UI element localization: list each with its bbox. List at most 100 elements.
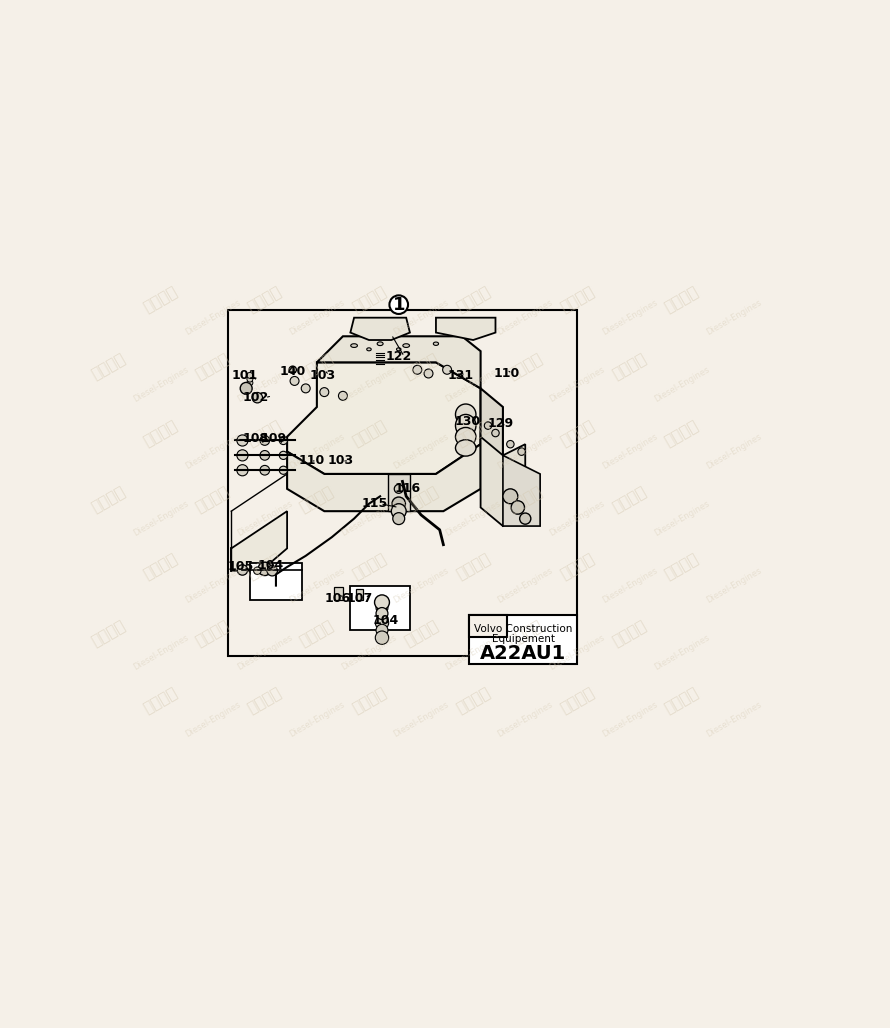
- Text: 紫发动力: 紫发动力: [246, 686, 284, 717]
- Text: 103: 103: [310, 369, 336, 381]
- Circle shape: [390, 295, 408, 314]
- Text: Diesel-Engines: Diesel-Engines: [444, 365, 503, 404]
- Circle shape: [392, 513, 405, 524]
- Text: 紫发动力: 紫发动力: [454, 686, 493, 717]
- Circle shape: [252, 393, 263, 403]
- Bar: [351, 586, 410, 630]
- Text: 紫发动力: 紫发动力: [246, 284, 284, 315]
- Text: Diesel-Engines: Diesel-Engines: [132, 633, 190, 672]
- Text: 紫发动力: 紫发动力: [297, 351, 336, 381]
- Ellipse shape: [456, 414, 476, 437]
- Polygon shape: [231, 511, 287, 571]
- Text: 紫发动力: 紫发动力: [454, 284, 493, 315]
- Bar: [469, 616, 578, 664]
- Text: Diesel-Engines: Diesel-Engines: [183, 298, 242, 337]
- Text: 紫发动力: 紫发动力: [297, 619, 336, 650]
- Text: 紫发动力: 紫发动力: [610, 484, 649, 516]
- Text: Diesel-Engines: Diesel-Engines: [704, 298, 763, 337]
- Text: Diesel-Engines: Diesel-Engines: [392, 566, 450, 605]
- Text: Diesel-Engines: Diesel-Engines: [340, 500, 399, 538]
- Text: 紫发动力: 紫发动力: [297, 484, 336, 516]
- Circle shape: [424, 369, 433, 378]
- Text: Diesel-Engines: Diesel-Engines: [496, 700, 554, 739]
- Circle shape: [376, 611, 387, 621]
- Text: Diesel-Engines: Diesel-Engines: [392, 700, 450, 739]
- Text: 紫发动力: 紫发动力: [89, 619, 128, 650]
- Text: Diesel-Engines: Diesel-Engines: [704, 432, 763, 471]
- Text: 129: 129: [488, 417, 514, 431]
- Circle shape: [394, 484, 403, 493]
- Text: Diesel-Engines: Diesel-Engines: [652, 365, 711, 404]
- Text: Diesel-Engines: Diesel-Engines: [600, 432, 659, 471]
- Text: 紫发动力: 紫发动力: [141, 551, 180, 583]
- Text: 紫发动力: 紫发动力: [662, 284, 701, 315]
- Circle shape: [442, 365, 451, 374]
- Text: Diesel-Engines: Diesel-Engines: [132, 500, 190, 538]
- Text: 116: 116: [395, 482, 421, 495]
- Text: 103: 103: [328, 454, 354, 468]
- Circle shape: [503, 489, 518, 504]
- Circle shape: [237, 465, 248, 476]
- Circle shape: [237, 435, 248, 446]
- Circle shape: [376, 602, 388, 614]
- Text: Volvo Construction: Volvo Construction: [474, 624, 572, 634]
- Bar: [469, 616, 507, 637]
- Bar: [250, 563, 302, 600]
- Circle shape: [376, 631, 389, 645]
- Text: Diesel-Engines: Diesel-Engines: [340, 365, 399, 404]
- Text: 108: 108: [242, 432, 269, 445]
- Text: 140: 140: [279, 365, 306, 378]
- Text: 紫发动力: 紫发动力: [141, 417, 180, 448]
- Text: Diesel-Engines: Diesel-Engines: [600, 700, 659, 739]
- Circle shape: [258, 562, 271, 576]
- Circle shape: [376, 624, 388, 636]
- Text: 紫发动力: 紫发动力: [662, 551, 701, 583]
- Circle shape: [260, 466, 270, 475]
- Text: 紫发动力: 紫发动力: [401, 484, 441, 516]
- Text: 紫发动力: 紫发动力: [350, 686, 389, 717]
- Text: 紫发动力: 紫发动力: [246, 417, 284, 448]
- Text: Diesel-Engines: Diesel-Engines: [287, 566, 346, 605]
- Text: Diesel-Engines: Diesel-Engines: [183, 700, 242, 739]
- Text: Diesel-Engines: Diesel-Engines: [132, 365, 190, 404]
- Ellipse shape: [351, 343, 358, 347]
- Ellipse shape: [403, 343, 409, 347]
- Circle shape: [375, 595, 390, 610]
- Circle shape: [247, 376, 253, 382]
- Text: 紫发动力: 紫发动力: [454, 551, 493, 583]
- Polygon shape: [481, 437, 525, 526]
- Circle shape: [392, 504, 406, 518]
- Bar: [335, 587, 343, 600]
- Circle shape: [267, 565, 278, 576]
- Circle shape: [237, 450, 248, 461]
- Text: 紫发动力: 紫发动力: [193, 619, 232, 650]
- Text: 102: 102: [242, 392, 269, 404]
- Text: Diesel-Engines: Diesel-Engines: [496, 566, 554, 605]
- Text: 1: 1: [392, 296, 405, 314]
- Text: 紫发动力: 紫发动力: [350, 284, 389, 315]
- Circle shape: [279, 466, 287, 474]
- Text: Diesel-Engines: Diesel-Engines: [496, 432, 554, 471]
- Text: 115: 115: [361, 498, 388, 510]
- Circle shape: [506, 440, 514, 448]
- Polygon shape: [503, 455, 540, 526]
- Circle shape: [238, 564, 247, 576]
- Text: 紫发动力: 紫发动力: [610, 619, 649, 650]
- Text: 紫发动力: 紫发动力: [506, 484, 545, 516]
- Text: Diesel-Engines: Diesel-Engines: [704, 700, 763, 739]
- Ellipse shape: [456, 428, 476, 446]
- Text: 紫发动力: 紫发动力: [558, 417, 597, 448]
- Text: 紫发动力: 紫发动力: [246, 551, 284, 583]
- Text: 紫发动力: 紫发动力: [610, 351, 649, 381]
- Text: Diesel-Engines: Diesel-Engines: [287, 298, 346, 337]
- Ellipse shape: [377, 342, 383, 345]
- Circle shape: [247, 379, 253, 386]
- Circle shape: [240, 382, 252, 395]
- Text: 紫发动力: 紫发动力: [558, 686, 597, 717]
- Text: Diesel-Engines: Diesel-Engines: [652, 633, 711, 672]
- Text: Diesel-Engines: Diesel-Engines: [496, 298, 554, 337]
- Text: Diesel-Engines: Diesel-Engines: [652, 500, 711, 538]
- Text: 紫发动力: 紫发动力: [401, 351, 441, 381]
- Text: 104: 104: [373, 615, 399, 627]
- Text: 紫发动力: 紫发动力: [662, 686, 701, 717]
